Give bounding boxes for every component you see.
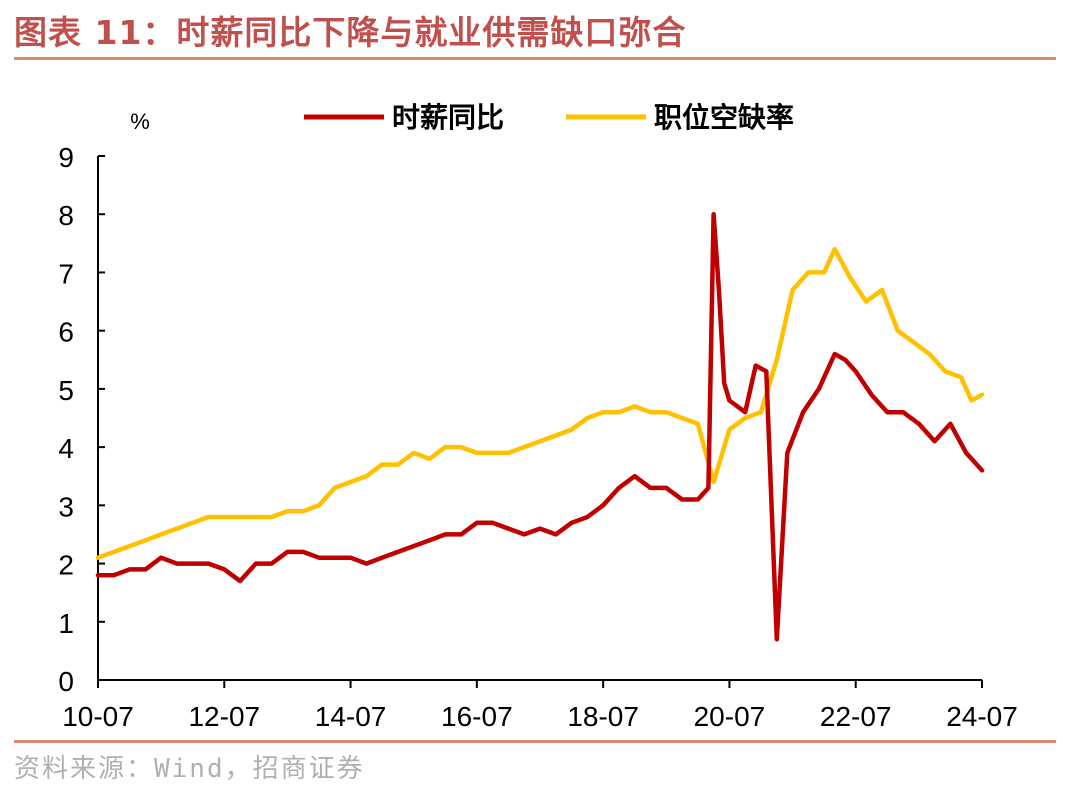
y-tick-label: 7 <box>58 258 74 289</box>
legend-label: 职位空缺率 <box>654 101 794 133</box>
x-tick-label: 22-07 <box>820 701 892 732</box>
y-tick-label: 0 <box>58 666 74 697</box>
chart-legend: 时薪同比 职位空缺率 <box>304 101 794 133</box>
series-line <box>95 211 985 642</box>
y-tick-label: 9 <box>58 142 74 173</box>
y-unit-label: % <box>130 109 150 134</box>
x-tick-label: 10-07 <box>62 701 134 732</box>
chart-title: 图表 11：时薪同比下降与就业供需缺口弥合 <box>14 13 687 52</box>
x-tick-label: 20-07 <box>694 701 766 732</box>
x-tick-label: 12-07 <box>188 701 260 732</box>
y-tick-label: 3 <box>58 491 74 522</box>
chart-axes <box>97 155 983 688</box>
footer-divider <box>14 740 1056 743</box>
title-divider <box>14 57 1056 60</box>
y-tick-label: 5 <box>58 375 74 406</box>
chart-series <box>95 211 985 642</box>
line-chart: 0 1 2 3 4 5 6 7 8 9% 10-07 12-07 14-07 16-07 18-07 20-0… <box>58 101 1017 732</box>
x-tick-label: 16-07 <box>441 701 513 732</box>
chart-tick-labels: 0 1 2 3 4 5 6 7 8 9% 10-07 12-07 14-07 16-07 18-07 20-0… <box>58 109 1017 732</box>
y-tick-label: 6 <box>58 317 74 348</box>
x-tick-label: 24-07 <box>946 701 1018 732</box>
y-tick-label: 8 <box>58 200 74 231</box>
x-tick-label: 18-07 <box>567 701 639 732</box>
series-line <box>95 246 985 560</box>
legend-label: 时薪同比 <box>392 102 504 133</box>
source-note: 资料来源：Wind，招商证券 <box>14 754 365 784</box>
y-tick-label: 1 <box>58 608 74 639</box>
x-tick-label: 14-07 <box>315 701 387 732</box>
y-tick-label: 2 <box>58 550 74 581</box>
y-tick-label: 4 <box>58 433 74 464</box>
